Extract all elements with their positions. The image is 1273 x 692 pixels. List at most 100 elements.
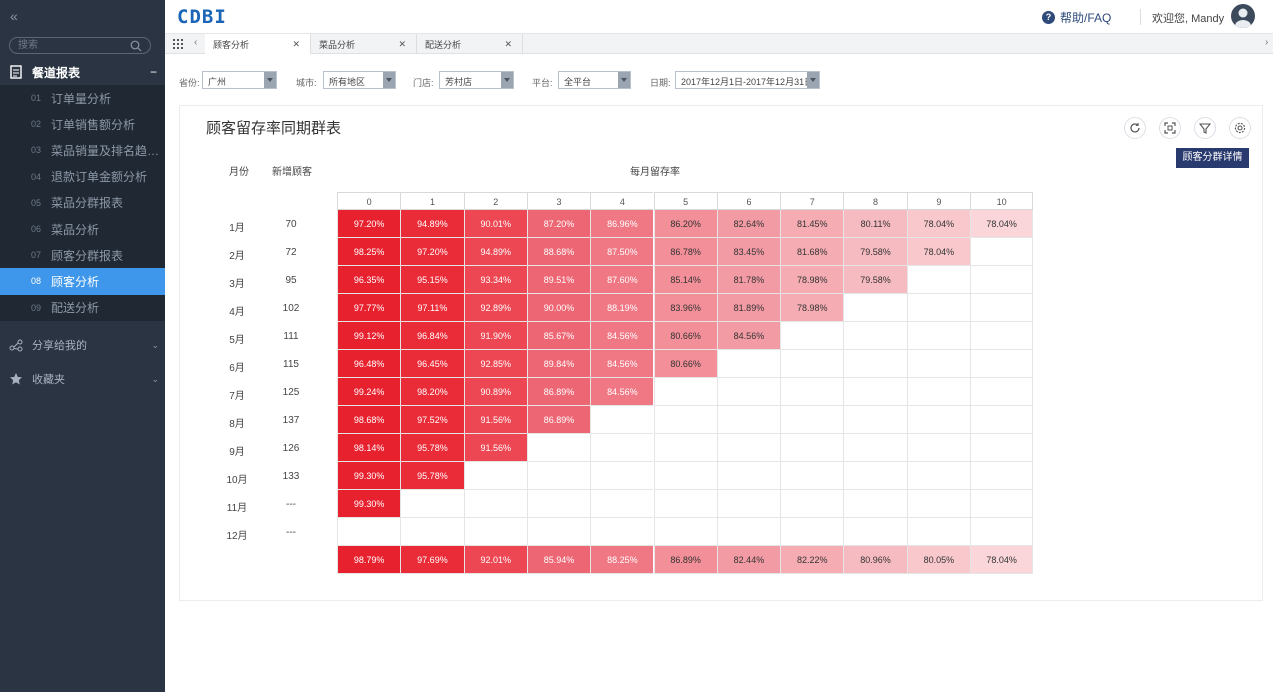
sidebar-item-label: 分享给我的 [32,340,87,352]
heatmap-average-cell: 80.96% [843,546,907,574]
sidebar-item[interactable]: 06 菜品分析 [0,216,165,242]
platform-value: 全平台 [564,77,592,87]
heatmap-empty-cell [463,518,527,546]
heatmap-average-cell: 80.05% [906,546,970,574]
heatmap-cell: 83.96% [653,294,717,322]
help-label: 帮助/FAQ [1060,11,1112,25]
customer-segment-detail-button[interactable]: 顾客分群详情 [1176,148,1249,168]
tab-label: 配送分析 [425,39,462,50]
heatmap-cell: 78.98% [780,294,844,322]
app-logo[interactable]: CDBI [177,6,227,28]
heatmap-cell: 86.96% [590,210,654,238]
sidebar-item[interactable]: 01 订单量分析 [0,85,165,111]
avatar[interactable] [1231,4,1255,28]
heatmap-cell: 97.77% [337,294,401,322]
header-divider [1140,9,1141,25]
apps-grid-icon[interactable] [173,39,183,49]
sidebar-item[interactable]: 02 订单销售额分析 [0,111,165,137]
dropdown-arrow-icon [807,72,819,88]
store-select[interactable]: 芳村店 [439,71,514,89]
heatmap-empty-cell [970,518,1034,546]
heatmap-cell: 85.67% [526,322,591,350]
province-select[interactable]: 广州 [202,71,277,89]
city-select[interactable]: 所有地区 [323,71,396,89]
heatmap-cell: 96.84% [400,322,464,350]
sidebar-item-number: 09 [31,302,42,313]
sidebar-search[interactable] [9,37,151,54]
fullscreen-button[interactable] [1159,117,1181,139]
search-icon[interactable] [130,40,142,52]
sidebar-item[interactable]: 04 退款订单金额分析 [0,164,165,190]
dropdown-arrow-icon [501,72,513,88]
dropdown-arrow-icon [264,72,276,88]
sidebar-item-label: 顾客分析 [51,274,100,289]
heatmap-average-cell: 86.89% [653,546,717,574]
heatmap-empty-cell [970,378,1034,406]
heatmap-empty-cell [526,462,591,490]
tab-label: 菜品分析 [319,39,356,50]
heatmap-cell: 86.78% [653,238,717,266]
heatmap-empty-cell [653,378,717,406]
heatmap-cell: 96.35% [337,266,401,294]
heatmap-cell: 80.11% [843,210,907,238]
date-value: 2017年12月1日-2017年12月31日 [681,77,814,87]
sidebar-item-label: 收藏夹 [32,374,65,386]
province-label: 省份: [179,78,200,88]
sidebar-item[interactable]: 09 配送分析 [0,295,165,321]
tab-item[interactable]: 配送分析 ✕ [417,34,523,54]
tab-scroll-right-icon[interactable]: › [1265,37,1269,48]
heatmap-cell: 95.78% [400,462,464,490]
heatmap-empty-cell [463,462,527,490]
sidebar-item[interactable]: 03 菜品销量及排名趋… [0,137,165,163]
heatmap-cell: 91.90% [463,322,527,350]
help-icon: ? [1042,11,1055,24]
tab-scroll-left-icon[interactable]: ‹ [194,37,198,48]
heatmap-average-cell: 78.04% [970,546,1034,574]
heatmap-empty-cell [970,350,1034,378]
heatmap-empty-cell [400,490,464,518]
sidebar-item-label: 菜品分群报表 [51,196,124,211]
close-tab-icon[interactable]: ✕ [398,38,406,49]
row-new-customers: 133 [282,471,300,482]
row-new-customers: 126 [282,443,300,454]
sidebar-item-shared[interactable]: 分享给我的 ⌄ [0,333,165,357]
heatmap-empty-cell [590,518,654,546]
sidebar-item-favorites[interactable]: 收藏夹 ⌄ [0,367,165,391]
heatmap-empty-cell [843,434,907,462]
tab-item[interactable]: 菜品分析 ✕ [311,34,417,54]
heatmap-empty-cell [716,378,781,406]
row-new-customers: 95 [285,275,297,286]
heatmap-empty-cell [906,434,970,462]
dropdown-arrow-icon [618,72,630,88]
heatmap-column-header: 0 [337,192,401,210]
row-new-customers: 137 [282,415,300,426]
search-input[interactable] [18,38,128,53]
share-icon [9,339,23,352]
refresh-button[interactable] [1124,117,1146,139]
collapse-group-icon[interactable]: − [149,65,157,79]
sidebar-group-report[interactable]: 餐道报表 − [0,60,165,84]
collapse-sidebar-icon[interactable]: « [10,8,18,24]
heatmap-empty-cell [843,294,907,322]
sidebar-item[interactable]: 08 顾客分析 [0,268,165,295]
heatmap-empty-cell [906,378,970,406]
close-tab-icon[interactable]: ✕ [504,38,512,49]
platform-select[interactable]: 全平台 [558,71,631,89]
heatmap-empty-cell [780,350,844,378]
settings-button[interactable] [1229,117,1251,139]
heatmap-empty-cell [906,266,970,294]
heatmap-empty-cell [337,518,401,546]
date-range-select[interactable]: 2017年12月1日-2017年12月31日 [675,71,820,89]
heatmap-cell: 90.89% [463,378,527,406]
sidebar-item[interactable]: 07 顾客分群报表 [0,242,165,268]
filter-button[interactable] [1194,117,1216,139]
help-link[interactable]: ? 帮助/FAQ [1042,9,1111,26]
province-value: 广州 [208,77,227,87]
sidebar-item[interactable]: 05 菜品分群报表 [0,190,165,216]
close-tab-icon[interactable]: ✕ [292,38,300,49]
heatmap-cell: 99.30% [337,490,401,518]
heatmap-empty-cell [716,434,781,462]
heatmap-empty-cell [590,462,654,490]
heatmap-cell: 98.68% [337,406,401,434]
tab-item[interactable]: 顾客分析 ✕ [205,34,311,54]
